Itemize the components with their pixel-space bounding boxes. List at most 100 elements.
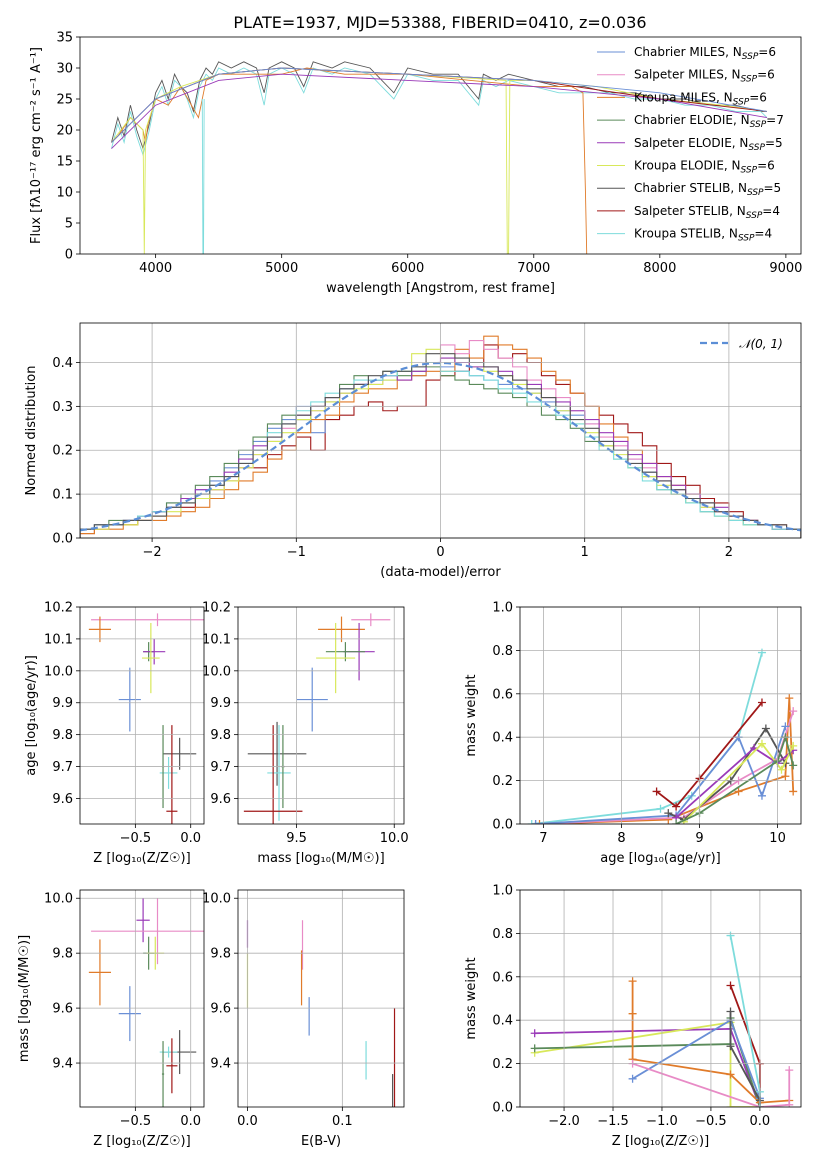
weight-series-5 bbox=[632, 1062, 791, 1107]
y-tick-label: 10.2 bbox=[44, 601, 73, 616]
plot-area bbox=[111, 61, 768, 254]
x-axis-label: E(B-V) bbox=[301, 1134, 341, 1149]
plot-area bbox=[88, 613, 204, 824]
x-tick-label: −1.0 bbox=[646, 1114, 678, 1129]
plot-area bbox=[246, 920, 396, 1107]
chart-age_vs_mass: 9.5 10.0 9.6 9.7 9.8 9.9 10.0 10.1 10.2 mass [log… bbox=[202, 601, 409, 867]
y-tick-label: 10.1 bbox=[202, 632, 231, 647]
weight-marker bbox=[761, 724, 770, 733]
x-tick-label: 0.1 bbox=[332, 1114, 353, 1129]
y-tick-label: 25 bbox=[56, 93, 73, 108]
x-tick-label: 10 bbox=[769, 831, 786, 846]
x-axis-label: wavelength [Angstrom, rest frame] bbox=[326, 281, 555, 296]
weight-series-1 bbox=[656, 701, 763, 808]
weight-marker bbox=[628, 977, 637, 986]
x-tick-label: 10.0 bbox=[380, 831, 409, 846]
weight-marker bbox=[757, 648, 766, 657]
x-tick-label: 0.0 bbox=[180, 1114, 201, 1129]
legend-entry: Chabrier MILES, NSSP=6 bbox=[634, 45, 776, 62]
y-tick-label: 9.7 bbox=[210, 760, 231, 775]
y-tick-label: 0.8 bbox=[492, 927, 513, 942]
y-tick-label: 9.9 bbox=[210, 696, 231, 711]
weight-marker bbox=[726, 931, 735, 940]
x-axis-label: mass [log₁₀(M/M☉)] bbox=[257, 851, 384, 866]
weight-marker bbox=[664, 809, 673, 818]
chart-residuals: −2 −1 0 1 2 0.0 0.1 0.2 0.3 0.4 (data-model)/error… bbox=[24, 322, 802, 580]
x-tick-label: −2.0 bbox=[548, 1114, 580, 1129]
axes-frame bbox=[519, 606, 802, 825]
weight-marker bbox=[789, 707, 798, 716]
y-tick-label: 10.0 bbox=[202, 664, 231, 679]
weight-marker bbox=[726, 1042, 735, 1051]
x-tick-label: 0.0 bbox=[237, 1114, 258, 1129]
x-tick-label: −0.5 bbox=[120, 1114, 152, 1129]
chart-age_vs_Z: −0.5 0.0 9.6 9.7 9.8 9.9 10.0 10.1 10.2 Z [log₁₀(… bbox=[24, 601, 205, 866]
y-tick-label: 1.0 bbox=[492, 884, 513, 899]
weight-marker bbox=[757, 791, 766, 800]
spectrum-series-6 bbox=[111, 67, 768, 143]
chart-mass_vs_ebv: 0.0 0.1 9.4 9.6 9.8 10.0 E(B-V) bbox=[202, 889, 405, 1149]
y-tick-label: 0.3 bbox=[52, 400, 73, 415]
weight-series-3 bbox=[631, 981, 790, 1104]
axes-frame bbox=[79, 36, 802, 255]
x-tick-label: 8000 bbox=[643, 261, 676, 276]
weight-marker bbox=[789, 741, 798, 750]
x-tick-label: 7000 bbox=[517, 261, 550, 276]
y-tick-label: 0.4 bbox=[492, 1014, 513, 1029]
weight-marker bbox=[789, 761, 798, 770]
chart-mass_vs_Z: −0.5 0.0 9.4 9.6 9.8 10.0 Z [log₁₀(Z/Z☉)] mass … bbox=[17, 889, 205, 1149]
y-tick-label: 35 bbox=[56, 31, 73, 46]
y-tick-label: 0.8 bbox=[492, 644, 513, 659]
axes-frame bbox=[519, 889, 802, 1108]
chart-massweight_vs_Z: −2.0 −1.5 −1.0 −0.5 0.0 0.0 0.2 0.4 0.6 0.8 1.0 Z [… bbox=[464, 884, 802, 1149]
weight-series-0 bbox=[531, 652, 763, 824]
x-tick-label: 0.0 bbox=[180, 831, 201, 846]
x-tick-label: 2 bbox=[725, 545, 733, 560]
axes-frame bbox=[79, 606, 205, 825]
x-axis-label: Z [log₁₀(Z/Z☉)] bbox=[93, 1134, 190, 1149]
weight-marker bbox=[785, 1066, 794, 1075]
y-tick-label: 20 bbox=[56, 124, 73, 139]
x-tick-label: −0.5 bbox=[695, 1114, 727, 1129]
x-axis-label: Z [log₁₀(Z/Z☉)] bbox=[93, 851, 190, 866]
y-tick-label: 0 bbox=[65, 248, 73, 263]
y-axis-label: Flux [fλ10⁻¹⁷ erg cm⁻² s⁻¹ A⁻¹] bbox=[29, 47, 44, 244]
y-tick-label: 15 bbox=[56, 155, 73, 170]
y-tick-label: 9.6 bbox=[52, 792, 73, 807]
weight-marker bbox=[789, 787, 798, 796]
legend: Chabrier MILES, NSSP=6 Salpeter MILES, NS… bbox=[597, 45, 784, 244]
x-tick-label: 0 bbox=[436, 545, 444, 560]
weight-marker bbox=[781, 722, 790, 731]
y-tick-label: 5 bbox=[65, 217, 73, 232]
y-tick-label: 0.2 bbox=[492, 1057, 513, 1072]
y-tick-label: 9.9 bbox=[52, 696, 73, 711]
x-tick-label: −0.5 bbox=[120, 831, 152, 846]
y-tick-label: 9.6 bbox=[210, 792, 231, 807]
weight-marker bbox=[530, 1044, 539, 1053]
y-tick-label: 9.6 bbox=[210, 1002, 231, 1017]
legend-entry: Kroupa MILES, NSSP=6 bbox=[634, 90, 767, 107]
weight-marker bbox=[781, 772, 790, 781]
x-tick-label: 6000 bbox=[391, 261, 424, 276]
spectrum-series-0 bbox=[111, 61, 767, 151]
weight-series-6 bbox=[675, 746, 794, 819]
legend-entry: 𝒩(0, 1) bbox=[739, 337, 783, 351]
weight-marker bbox=[527, 820, 536, 824]
y-axis-label: age [log₁₀(age/yr)] bbox=[24, 655, 39, 776]
legend: 𝒩(0, 1) bbox=[700, 337, 783, 351]
y-tick-label: 30 bbox=[56, 62, 73, 77]
y-tick-label: 9.4 bbox=[52, 1057, 73, 1072]
weight-series-2 bbox=[539, 698, 795, 824]
weight-series-7 bbox=[683, 742, 795, 823]
weight-marker bbox=[785, 694, 794, 703]
weight-marker bbox=[535, 820, 544, 824]
weight-marker bbox=[757, 739, 766, 748]
x-tick-label: 5000 bbox=[265, 261, 298, 276]
y-tick-label: 10.1 bbox=[44, 632, 73, 647]
y-tick-label: 10.0 bbox=[202, 892, 231, 907]
x-tick-label: −2 bbox=[143, 545, 162, 560]
legend-entry: Kroupa STELIB, NSSP=4 bbox=[634, 227, 772, 244]
weight-series-7 bbox=[729, 935, 761, 1107]
weight-marker bbox=[652, 787, 661, 796]
